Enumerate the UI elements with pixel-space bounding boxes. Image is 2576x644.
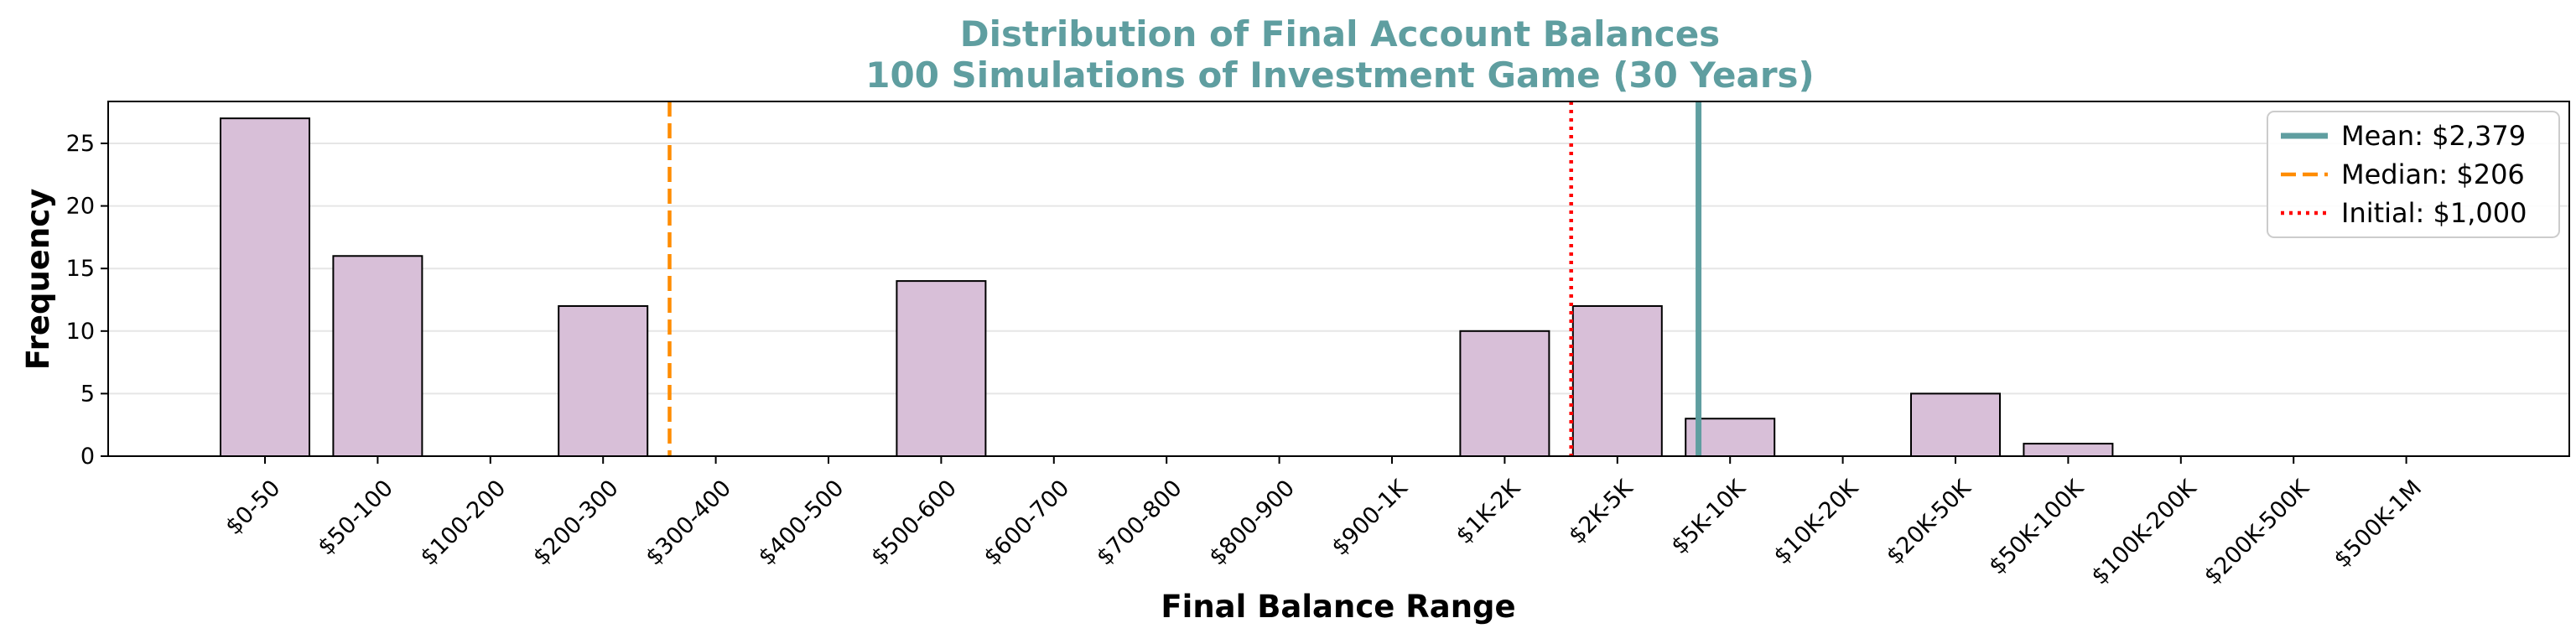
x-tick-label: $500K-1M — [2329, 475, 2428, 574]
y-tick-label: 5 — [80, 381, 95, 407]
legend-label: Median: $206 — [2341, 158, 2525, 190]
x-tick-label: $1K-2K — [1452, 475, 1526, 549]
bars — [220, 117, 2114, 458]
bar — [896, 280, 987, 457]
bar — [2023, 443, 2114, 457]
x-tick-label: $50-100 — [313, 475, 398, 561]
legend: Mean: $2,379 Median: $206 Initial: $1,000 — [2267, 111, 2560, 238]
x-tick-label: $5K-10K — [1666, 475, 1751, 559]
x-tick-label: $100K-200K — [2086, 475, 2202, 590]
x-tick-label: $600-700 — [979, 475, 1074, 571]
bar — [1459, 330, 1550, 457]
y-axis-label: Frequency — [20, 189, 56, 371]
y-tick-label: 15 — [66, 256, 95, 282]
x-tick-label: $300-400 — [641, 475, 736, 571]
x-tick-label: $0-50 — [221, 475, 285, 540]
x-tick-label: $100-200 — [415, 475, 511, 571]
x-axis-ticks: $0-50 $50-100 $100-200 $200-300 $300-400 $400… — [221, 456, 2427, 589]
x-tick-label: $700-800 — [1092, 475, 1187, 571]
legend-label: Initial: $1,000 — [2341, 197, 2527, 229]
x-tick-label: $200-300 — [528, 475, 624, 571]
bar — [220, 117, 310, 457]
y-tick-label: 25 — [66, 131, 95, 157]
legend-box — [2267, 111, 2560, 238]
y-tick-label: 10 — [66, 319, 95, 345]
x-axis-label: Final Balance Range — [1161, 589, 1515, 625]
y-tick-label: 20 — [66, 194, 95, 220]
x-tick-label: $20K-50K — [1882, 475, 1976, 569]
legend-label: Mean: $2,379 — [2341, 120, 2526, 152]
y-tick-label: 0 — [80, 444, 95, 470]
bar — [1571, 304, 1663, 458]
chart-subtitle: 100 Simulations of Investment Game (30 Y… — [865, 55, 1815, 96]
x-tick-label: $2K-5K — [1564, 475, 1639, 549]
chart-title: Distribution of Final Account Balances — [960, 13, 1720, 55]
bar — [332, 255, 423, 457]
grid-lines — [108, 142, 2569, 395]
x-tick-label: $10K-20K — [1769, 475, 1864, 569]
y-axis-ticks: 0 5 10 15 20 25 — [66, 131, 108, 470]
x-tick-label: $500-600 — [866, 475, 962, 571]
bar — [1910, 392, 2001, 457]
plot-frame — [107, 101, 2570, 457]
x-tick-label: $50K-100K — [1984, 475, 2090, 580]
x-tick-label: $800-900 — [1204, 475, 1300, 571]
bar — [558, 304, 649, 458]
reference-lines — [667, 101, 1702, 456]
x-tick-label: $400-500 — [754, 475, 849, 571]
x-tick-label: $900-1K — [1327, 475, 1413, 561]
x-tick-label: $200K-500K — [2199, 475, 2315, 590]
